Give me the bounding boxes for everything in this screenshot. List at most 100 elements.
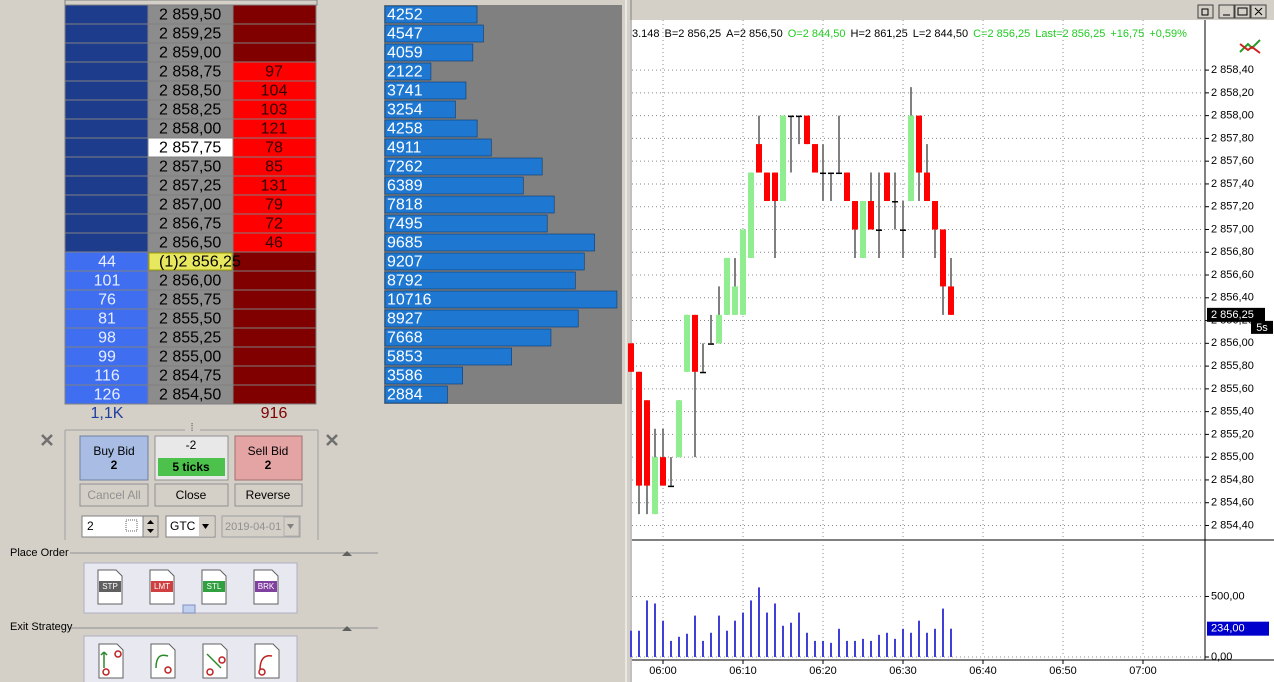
ask-size: 79 xyxy=(265,197,283,214)
ask-cell xyxy=(232,23,317,44)
exit-icon[interactable] xyxy=(150,643,176,679)
ticks: 5 ticks xyxy=(172,460,210,474)
button-label: Reverse xyxy=(246,488,291,502)
y-tick-label: 2 854,40 xyxy=(1211,519,1254,531)
candle-body xyxy=(924,172,930,202)
price-label: (1)2 856,25 xyxy=(159,254,241,271)
price-label: 2 854,75 xyxy=(159,368,221,385)
price-label: 2 855,25 xyxy=(159,330,221,347)
candle-body xyxy=(948,286,954,315)
chart-info: H=2 861,25 xyxy=(851,28,908,40)
bid-cell xyxy=(64,137,149,158)
interval-box xyxy=(1251,320,1273,334)
candle-body xyxy=(644,400,650,486)
bid-total: 1,1K xyxy=(91,405,124,422)
sell-button[interactable] xyxy=(234,435,303,481)
profile-value: 2884 xyxy=(387,387,423,404)
tif-arrow xyxy=(202,524,209,529)
ask-size: 131 xyxy=(261,178,288,195)
candle-body xyxy=(868,201,874,230)
exit-glyphs xyxy=(100,650,273,676)
price-label: 2 855,75 xyxy=(159,292,221,309)
ask-cell xyxy=(232,327,317,348)
profile-bar xyxy=(384,309,579,328)
candle-body xyxy=(788,115,794,118)
candle-body xyxy=(652,457,658,515)
candle-body xyxy=(668,485,674,488)
candle-body xyxy=(876,229,882,231)
profile-value: 7262 xyxy=(387,159,423,176)
ask-cell xyxy=(232,384,317,405)
window-buttons xyxy=(1197,4,1267,19)
profile-value: 7668 xyxy=(387,330,423,347)
maximize-button[interactable] xyxy=(1234,4,1251,19)
price-label: 2 859,25 xyxy=(159,26,221,43)
collapse-arrow[interactable] xyxy=(342,551,352,556)
bid-size: 81 xyxy=(98,311,116,328)
x-tick-label: 06:50 xyxy=(1049,665,1077,677)
y-tick-label: 2 856,60 xyxy=(1211,269,1254,281)
ask-cell xyxy=(232,346,317,367)
cancel-all-button[interactable] xyxy=(79,483,149,507)
restore-alt-button[interactable] xyxy=(1197,4,1214,19)
price-label: 2 857,50 xyxy=(159,159,221,176)
bid-size: 44 xyxy=(98,254,116,271)
order-icon-tag xyxy=(255,581,277,592)
chart-info: +0,59% xyxy=(1149,28,1187,40)
x-tick-label: 07:00 xyxy=(1129,665,1157,677)
y-tick-label: 2 858,20 xyxy=(1211,87,1254,99)
ask-cell xyxy=(232,270,317,291)
bid-cell xyxy=(64,4,149,25)
tif: GTC xyxy=(170,519,196,533)
candle-body xyxy=(844,172,850,202)
price-label: 2 857,75 xyxy=(159,140,221,157)
candle-body xyxy=(764,172,770,202)
close-right[interactable] xyxy=(326,434,338,446)
spin[interactable] xyxy=(142,515,159,538)
profile-header xyxy=(384,0,623,5)
bid-cell xyxy=(64,213,149,234)
bid-cell xyxy=(64,118,149,139)
candle-body xyxy=(932,201,938,230)
chart-info: A=2 856,50 xyxy=(726,28,783,40)
candle-body xyxy=(740,229,746,315)
price-label: 2 854,50 xyxy=(159,387,221,404)
spin-arrows xyxy=(147,520,154,533)
y-tick-label: 2 857,60 xyxy=(1211,155,1254,167)
reverse-button[interactable] xyxy=(234,483,303,507)
y-tick-label: 2 855,20 xyxy=(1211,428,1254,440)
profile-bar xyxy=(384,100,456,119)
profile-value: 7818 xyxy=(387,197,423,214)
price-label: 2 857,25 xyxy=(159,178,221,195)
order-marker xyxy=(148,252,233,271)
buy-qty: 2 xyxy=(111,458,118,472)
price-label: 2 858,75 xyxy=(159,64,221,81)
profile-bar xyxy=(384,81,467,100)
chart-info: L=2 844,50 xyxy=(913,28,968,40)
candle-body xyxy=(828,172,834,175)
bid-cell xyxy=(64,175,149,196)
close-button[interactable] xyxy=(154,483,229,507)
profile-bar xyxy=(384,62,432,81)
buy-button[interactable] xyxy=(79,435,149,481)
candle-body xyxy=(940,229,946,287)
bid-size: 76 xyxy=(98,292,116,309)
close-left[interactable] xyxy=(41,434,53,446)
ask-cell xyxy=(232,308,317,329)
price-label: 2 858,00 xyxy=(159,121,221,138)
candle-body xyxy=(676,400,682,458)
date-select[interactable] xyxy=(221,515,301,538)
profile-bar xyxy=(384,347,512,366)
minimize-button[interactable] xyxy=(1218,4,1235,19)
collapse-arrow[interactable] xyxy=(342,626,352,631)
profile-value: 4059 xyxy=(387,45,423,62)
profile-bar xyxy=(384,233,595,252)
profile-bar xyxy=(384,24,484,43)
more-button[interactable] xyxy=(182,604,196,614)
profile-value: 2122 xyxy=(387,64,423,81)
order-icon-label: STL xyxy=(207,582,222,591)
profile-bar xyxy=(384,119,478,138)
order-icon-label: LMT xyxy=(154,582,170,591)
price-label: 2 856,00 xyxy=(159,273,221,290)
last-volume-box xyxy=(1207,621,1269,636)
